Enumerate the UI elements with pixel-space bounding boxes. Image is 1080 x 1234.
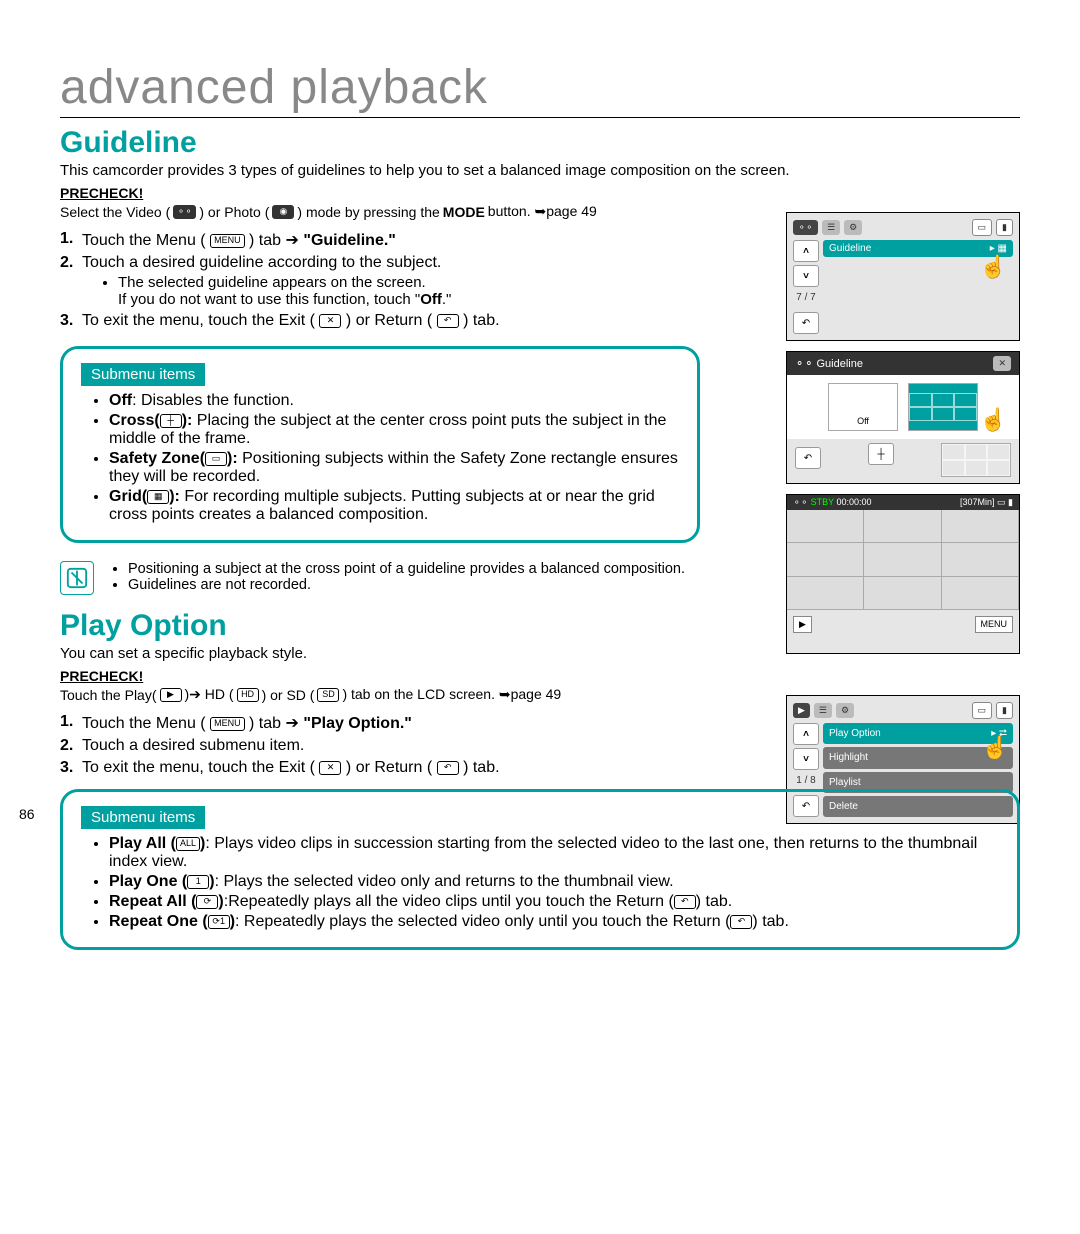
exit-button[interactable]: ✕ <box>993 356 1011 371</box>
exit-icon: ✕ <box>319 314 341 328</box>
video-chip-icon: ⚬⚬ <box>793 220 818 235</box>
list-chip-icon: ☰ <box>822 220 840 235</box>
battery-icon: ▮ <box>996 219 1013 236</box>
precheck-label: PRECHECK! <box>60 185 1020 201</box>
guideline-screens: ⚬⚬ ☰ ⚙ ▭ ▮ ˄ ˅ 7 / 7 ↶ <box>786 212 1020 664</box>
screenshot-menu-list: ⚬⚬ ☰ ⚙ ▭ ▮ ˄ ˅ 7 / 7 ↶ <box>786 212 1020 341</box>
down-button[interactable]: ˅ <box>793 748 819 770</box>
live-grid-overlay <box>787 510 1019 610</box>
guideline-intro: This camcorder provides 3 types of guide… <box>60 162 1020 179</box>
hd-tab-icon: HD <box>237 688 259 702</box>
down-button[interactable]: ˅ <box>793 265 819 287</box>
settings-chip-icon: ⚙ <box>836 703 854 718</box>
menu-icon: MENU <box>210 234 245 248</box>
return-icon: ↶ <box>437 761 459 775</box>
return-icon: ↶ <box>674 895 696 909</box>
precheck-label: PRECHECK! <box>60 668 1020 684</box>
play-chip-icon: ▶ <box>793 703 810 718</box>
option-grid2[interactable] <box>941 443 1011 477</box>
cross-guideline-icon: ┼ <box>160 414 182 428</box>
screenshot-guideline-options: ⚬⚬ Guideline ✕ Off ☝ ↶ ┼ <box>786 351 1020 484</box>
page-number: 86 <box>19 806 35 822</box>
card-icon: ▭ <box>972 702 993 719</box>
up-button[interactable]: ˄ <box>793 240 819 262</box>
video-chip-icon: ⚬⚬ <box>795 358 813 370</box>
settings-chip-icon: ⚙ <box>844 220 862 235</box>
option-cross[interactable]: ┼ <box>868 443 894 465</box>
guideline-submenu-box: Submenu items Off: Disables the function… <box>60 346 700 543</box>
return-icon: ↶ <box>730 915 752 929</box>
page-counter: 1 / 8 <box>793 773 819 788</box>
guideline-steps: 1. Touch the Menu ( MENU ) tab ➔ "Guidel… <box>60 230 700 330</box>
video-mode-icon: ⚬⚬ <box>173 205 196 219</box>
screenshot-live-view: ⚬⚬ STBY 00:00:00 [307Min] ▭ ▮ ▶ MENU <box>786 494 1020 654</box>
repeat-all-icon: ⟳ <box>196 895 218 909</box>
play-all-icon: ALL <box>176 837 200 851</box>
return-icon: ↶ <box>437 314 459 328</box>
hand-pointer-icon: ☝ <box>980 407 1007 433</box>
repeat-one-icon: ⟳1 <box>208 915 230 929</box>
submenu-label: Submenu items <box>81 806 205 829</box>
photo-mode-icon: ◉ <box>272 205 294 219</box>
note-icon <box>60 561 94 595</box>
submenu-label: Submenu items <box>81 363 205 386</box>
option-grid[interactable] <box>908 383 978 431</box>
playoption-submenu-box: 86 Submenu items Play All (ALL): Plays v… <box>60 789 1020 950</box>
play-tab-icon: ▶ <box>160 688 182 702</box>
play-one-icon: 1 <box>187 875 209 889</box>
card-icon: ▭ <box>972 219 993 236</box>
page-title: advanced playback <box>60 60 1020 118</box>
page-counter: 7 / 7 <box>793 290 819 305</box>
menu-button[interactable]: MENU <box>975 616 1014 633</box>
menu-icon: MENU <box>210 717 245 731</box>
playoption-steps: 1. Touch the Menu ( MENU ) tab ➔ "Play O… <box>60 713 700 777</box>
list-chip-icon: ☰ <box>814 703 832 718</box>
hand-pointer-icon: ☝ <box>982 735 1009 761</box>
guideline-heading: Guideline <box>60 126 1020 160</box>
exit-icon: ✕ <box>319 761 341 775</box>
safetyzone-guideline-icon: ▭ <box>205 452 227 466</box>
return-button[interactable]: ↶ <box>795 447 821 469</box>
up-button[interactable]: ˄ <box>793 723 819 745</box>
return-button[interactable]: ↶ <box>793 312 819 334</box>
play-button[interactable]: ▶ <box>793 616 812 633</box>
battery-icon: ▮ <box>996 702 1013 719</box>
grid-guideline-icon: ▦ <box>147 490 169 504</box>
sd-tab-icon: SD <box>317 688 339 702</box>
option-off[interactable]: Off <box>828 383 898 431</box>
hand-pointer-icon: ☝ <box>980 254 1007 280</box>
